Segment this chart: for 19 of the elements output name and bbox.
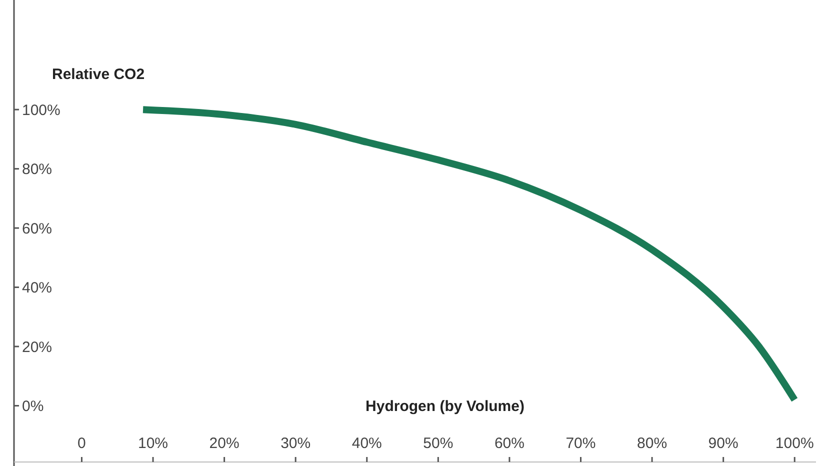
x-tick-label: 100% [775,435,814,452]
y-tick-label: 40% [22,280,52,297]
x-tick-label: 30% [280,435,311,452]
y-tick-label: 0% [22,398,44,415]
y-axis-title: Relative CO2 [52,66,145,83]
x-tick-label: 80% [637,435,668,452]
x-tick-label: 10% [138,435,168,452]
x-tick-label: 20% [209,435,240,452]
x-tick-label: 50% [423,435,454,452]
x-tick-label: 60% [494,435,524,452]
y-tick-label: 100% [22,102,60,119]
y-tick-label: 20% [22,338,52,356]
y-tick-label: 80% [22,161,52,178]
x-tick-label: 90% [708,435,738,452]
y-tick-label: 60% [22,220,52,238]
x-axis-title: Hydrogen (by Volume) [366,398,524,415]
x-tick-label: 0 [78,435,86,452]
x-tick-label: 40% [352,435,382,452]
x-tick-label: 70% [566,435,596,452]
